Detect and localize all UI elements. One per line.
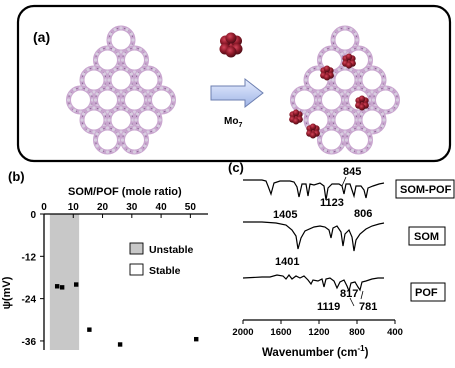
panel-a: (a) Mo7	[16, 4, 452, 163]
x-ticks: 0 10 20 30 40 50	[41, 202, 196, 218]
data-point	[59, 285, 65, 290]
x-title-main: Wavenumber (cm	[262, 347, 357, 359]
x-title-sup: -1	[357, 344, 365, 353]
curve-tag-som-pof: SOM-POF	[400, 184, 452, 196]
y-tick-label: -12	[22, 252, 37, 263]
x-tick-label: 10	[68, 202, 80, 213]
y-tick-label: -24	[22, 295, 37, 306]
mo7-cluster	[289, 109, 303, 125]
x-tick-label: 40	[156, 202, 168, 213]
y-tick-label: -36	[22, 337, 37, 348]
panel-b: (b) SOM/POF (mole ratio) 0 10 20 30 40 50 0 -1…	[1, 169, 208, 350]
pore-ring	[79, 105, 109, 135]
curve-tag-box	[408, 226, 446, 246]
panel-b-label: (b)	[8, 169, 25, 184]
peak-label: 1123	[320, 197, 344, 209]
mo7-cluster	[320, 65, 334, 81]
data-point	[87, 327, 92, 332]
curve-tag-som: SOM	[414, 231, 439, 243]
pore-ring	[93, 85, 122, 115]
panel-c-label: (c)	[228, 160, 244, 175]
pore-ring	[120, 85, 149, 115]
mo7-cluster	[219, 32, 243, 58]
c-x-tick-label: 800	[349, 327, 365, 338]
porous-framework-left	[66, 25, 176, 155]
y-ticks: 0 -12 -24 -36	[22, 210, 44, 348]
ir-curve-som-pof	[243, 179, 385, 201]
legend-swatch-stable	[129, 263, 144, 276]
c-x-ticks: 2000 1600 1200 800 400	[232, 320, 403, 338]
data-point	[74, 282, 79, 287]
mo7-cluster	[306, 123, 320, 139]
x-tick-label: 30	[126, 202, 138, 213]
pore-ring	[120, 125, 149, 155]
c-x-tick-label: 1200	[308, 327, 329, 338]
panel-b-x-title: SOM/POF (mole ratio)	[68, 186, 182, 198]
ir-curve-som	[243, 221, 385, 252]
mo7-cluster	[342, 53, 356, 69]
arrow-label-main: Mo	[224, 116, 238, 127]
curve-tag-box	[395, 179, 455, 199]
panel-c-x-title: Wavenumber (cm-1)	[262, 344, 369, 359]
mo7-cluster-icon	[219, 32, 243, 58]
data-point	[117, 342, 123, 347]
data-point	[194, 336, 199, 342]
arrow-label: Mo7	[224, 116, 242, 129]
unstable-region	[49, 214, 80, 350]
curve-tag-box	[410, 282, 446, 302]
peak-leader	[341, 176, 347, 187]
ir-curve-pof	[242, 274, 384, 293]
peak-label: 1405	[273, 209, 297, 221]
peak-label: 845	[343, 166, 361, 178]
embedded-clusters	[289, 53, 369, 139]
peak-label: 1401	[275, 256, 299, 268]
data-point	[54, 284, 60, 289]
pore-ring	[120, 45, 149, 75]
peak-label: 806	[354, 208, 372, 220]
panel-a-label: (a)	[33, 29, 50, 45]
mo7-cluster	[355, 95, 369, 111]
panel-b-y-title: ψ(mV)	[1, 276, 13, 309]
peak-leader	[349, 297, 355, 307]
pore-ring	[371, 85, 400, 115]
legend-unstable: Unstable	[149, 244, 194, 256]
x-title-end: )	[365, 347, 369, 359]
x-tick-label: 0	[41, 202, 47, 213]
pore-ring	[290, 85, 319, 115]
legend-swatch-unstable	[129, 242, 144, 255]
peak-label: 817	[340, 288, 358, 300]
pore-ring	[317, 125, 346, 155]
c-x-tick-label: 2000	[232, 327, 253, 338]
x-tick-label: 20	[97, 202, 109, 213]
panel-c: (c) 845 1123 1405 806 1401 1119 817 781 …	[228, 160, 455, 359]
curve-tag-pof: POF	[415, 287, 438, 299]
panel-a-frame	[16, 4, 452, 163]
y-tick-label: 0	[30, 210, 36, 221]
legend: Unstable Stable	[129, 242, 194, 277]
c-x-tick-label: 1600	[270, 327, 291, 338]
arrow-label-sub: 7	[238, 122, 242, 129]
peak-label: 781	[359, 301, 377, 313]
peak-label: 1119	[317, 301, 340, 313]
pore-ring	[93, 125, 122, 155]
data-points	[54, 282, 199, 347]
c-x-tick-label: 400	[387, 327, 403, 338]
reaction-arrow	[210, 77, 264, 109]
x-tick-label: 50	[185, 202, 197, 213]
pore-ring	[357, 105, 387, 135]
peak-leader	[360, 290, 364, 300]
legend-stable: Stable	[149, 265, 181, 277]
pore-ring	[344, 125, 373, 155]
